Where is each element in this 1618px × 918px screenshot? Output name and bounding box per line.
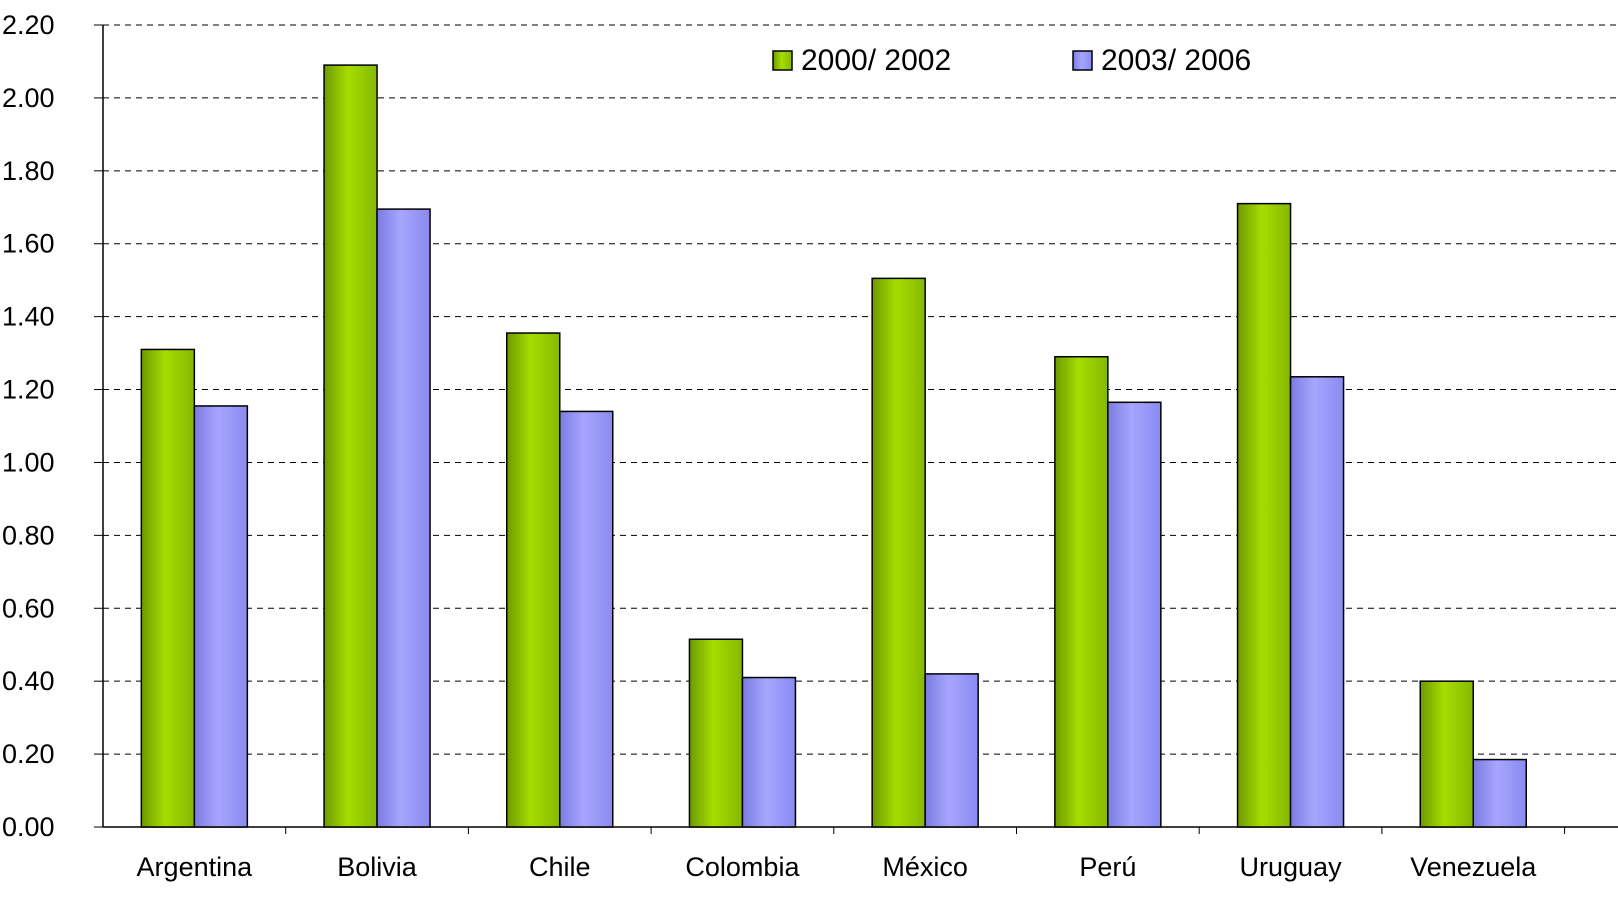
x-category-label: Venezuela (1410, 852, 1537, 882)
y-tick-label: 2.20 (2, 10, 55, 40)
y-tick-label: 1.40 (2, 302, 55, 332)
y-tick-label: 1.80 (2, 156, 55, 186)
y-tick-label: 1.20 (2, 375, 55, 405)
bar-series2-chile (559, 410, 614, 828)
x-category-label: Chile (529, 852, 591, 882)
bar-series1-argentina (140, 348, 196, 828)
bars (140, 64, 1527, 828)
x-category-label: Argentina (137, 852, 254, 882)
y-tick-label: 0.40 (2, 666, 55, 696)
legend-label: 2003/ 2006 (1101, 44, 1251, 77)
x-category-label: Colombia (685, 852, 800, 882)
x-category-label: México (882, 852, 968, 882)
bar-series2-argentina (193, 405, 249, 828)
x-category-label: Uruguay (1240, 852, 1343, 882)
y-tick-label: 0.00 (2, 812, 55, 842)
y-tick-label: 0.60 (2, 593, 55, 623)
bar-series1-méxico (871, 277, 926, 828)
y-tick-label: 0.80 (2, 520, 55, 550)
bar-series2-colombia (741, 676, 797, 828)
y-tick-label: 2.00 (2, 83, 55, 113)
x-category-label: Perú (1079, 852, 1136, 882)
bar-series2-méxico (924, 673, 979, 828)
bar-series1-colombia (688, 638, 744, 828)
bar-series1-uruguay (1236, 202, 1292, 828)
bar-series1-venezuela (1419, 680, 1474, 828)
bar-series2-uruguay (1289, 376, 1345, 828)
y-tick-label: 1.00 (2, 447, 55, 477)
bar-series1-chile (506, 332, 561, 828)
legend-swatch (772, 50, 793, 71)
legend-label: 2000/ 2002 (801, 44, 951, 77)
axis-labels: 0.00 0.20 0.40 0.60 0.80 1.00 1.20 1.40 1.60 1.80… (2, 10, 1537, 882)
legend: 2000/ 2002 2003/ 2006 (772, 44, 1251, 77)
bar-series2-bolivia (376, 208, 431, 828)
y-tick-label: 0.20 (2, 739, 55, 769)
legend-swatch (1072, 50, 1093, 71)
bar-series1-perú (1054, 355, 1109, 828)
bar-series2-perú (1107, 401, 1162, 828)
y-tick-label: 1.60 (2, 229, 55, 259)
bar-series1-bolivia (323, 64, 378, 828)
bar-series2-venezuela (1472, 758, 1527, 828)
axes (94, 24, 1618, 834)
x-category-label: Bolivia (337, 852, 418, 882)
